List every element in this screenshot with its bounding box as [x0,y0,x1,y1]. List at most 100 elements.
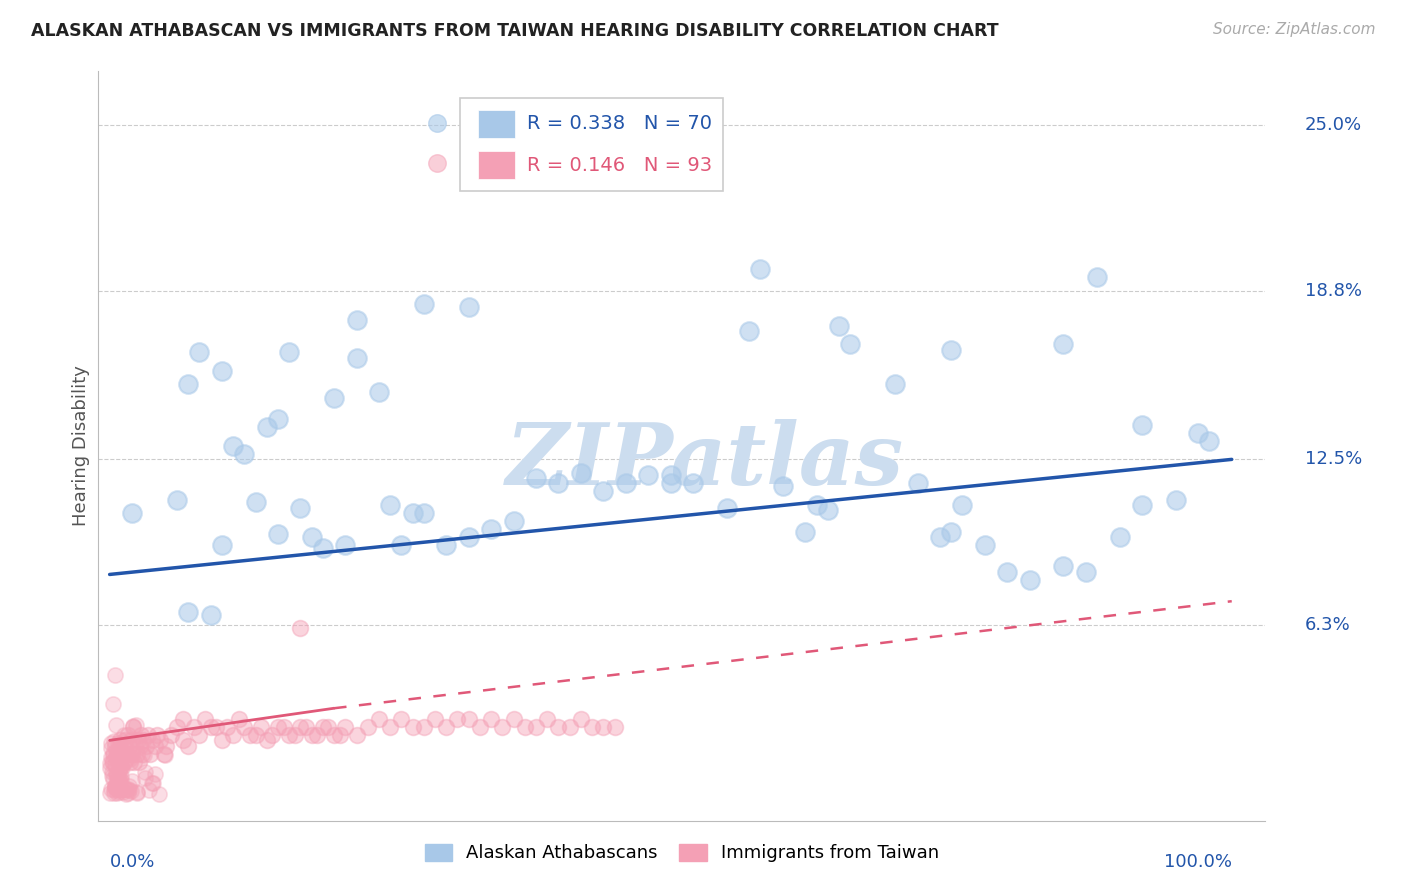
Text: R = 0.338   N = 70: R = 0.338 N = 70 [527,114,711,133]
Point [524,471,547,485]
Point [329,728,352,742]
Point [245,495,267,509]
Point [491,720,513,734]
Point [794,524,817,539]
Point [389,538,412,552]
Point [104,766,127,780]
Point [357,720,380,734]
Point [929,530,952,544]
Point [256,733,278,747]
Point [346,313,368,327]
Point [222,728,245,742]
Point [183,720,205,734]
Point [149,733,172,747]
Point [468,720,491,734]
Point [110,769,132,783]
Point [98,761,121,775]
Point [112,755,135,769]
Point [138,783,160,797]
Point [101,772,124,786]
Text: Source: ZipAtlas.com: Source: ZipAtlas.com [1212,22,1375,37]
Point [100,786,122,800]
Point [423,712,446,726]
Point [122,719,145,733]
Point [457,712,479,726]
Point [108,777,131,791]
Point [131,747,153,761]
Point [121,773,143,788]
Point [479,522,502,536]
Point [125,786,148,800]
Point [101,765,124,780]
Point [603,720,626,734]
Point [211,364,233,378]
Point [278,345,301,359]
Point [200,607,222,622]
Point [513,720,536,734]
Point [111,747,134,761]
Point [239,728,262,742]
Point [772,479,794,493]
Point [107,782,129,797]
Point [380,720,402,734]
Point [108,785,131,799]
Point [716,500,738,515]
Point [884,377,907,392]
Point [217,720,239,734]
Point [107,772,129,787]
Point [127,785,149,799]
Point [1164,492,1187,507]
Point [335,538,357,552]
Point [188,728,211,742]
Point [112,729,135,743]
Point [502,514,524,528]
Point [117,786,139,800]
Point [273,720,295,734]
Point [941,524,963,539]
Point [117,728,139,742]
Point [659,476,682,491]
Point [659,468,682,483]
Point [536,712,558,726]
Point [569,466,592,480]
Point [107,772,129,787]
Point [323,728,346,742]
Y-axis label: Hearing Disability: Hearing Disability [72,366,90,526]
Point [245,728,267,742]
Point [1130,498,1153,512]
Point [114,733,136,747]
Text: 6.3%: 6.3% [1305,616,1351,634]
Text: R = 0.146   N = 93: R = 0.146 N = 93 [527,155,711,175]
Legend: Alaskan Athabascans, Immigrants from Taiwan: Alaskan Athabascans, Immigrants from Tai… [419,838,945,868]
Point [148,787,170,801]
Point [401,720,423,734]
Point [1074,565,1097,579]
Point [107,739,129,754]
Point [104,667,127,681]
Point [104,757,127,772]
Point [637,468,659,483]
Point [200,720,222,734]
Point [952,498,974,512]
Point [569,712,592,726]
Point [117,750,139,764]
Point [389,712,412,726]
Point [368,385,391,400]
Point [290,500,312,515]
Point [524,720,547,734]
Point [166,492,188,507]
Point [592,720,614,734]
Point [107,773,129,788]
Point [104,779,127,793]
Point [120,733,142,747]
Point [101,697,124,711]
Text: 18.8%: 18.8% [1305,282,1362,300]
Point [1187,425,1209,440]
Point [118,755,141,769]
Point [222,439,245,453]
Point [111,747,134,761]
Point [117,782,139,797]
Point [101,755,124,769]
Point [581,720,603,734]
Point [177,739,200,753]
